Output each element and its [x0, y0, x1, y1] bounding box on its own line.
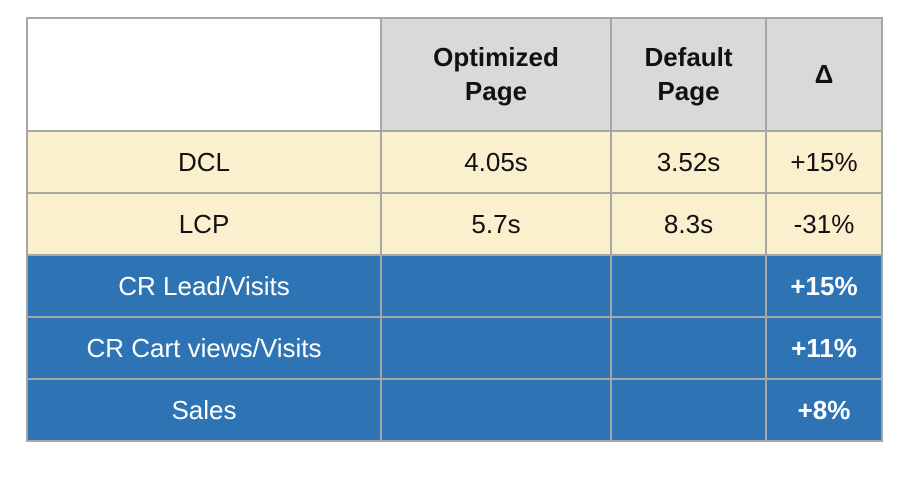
- metrics-comparison-table: Optimized Page Default Page Δ DCL 4.05s …: [26, 17, 883, 442]
- table-row-dcl: DCL 4.05s 3.52s +15%: [26, 130, 883, 194]
- col-header-default-page: Default Page: [610, 17, 767, 132]
- optimized-value-cell: 5.7s: [380, 192, 612, 256]
- corner-cell: [26, 17, 382, 132]
- optimized-value-cell: [380, 254, 612, 318]
- col-header-delta: Δ: [765, 17, 883, 132]
- default-value-cell: [610, 254, 767, 318]
- delta-value-cell: +11%: [765, 316, 883, 380]
- optimized-value-cell: 4.05s: [380, 130, 612, 194]
- default-value-cell: 8.3s: [610, 192, 767, 256]
- optimized-value-cell: [380, 316, 612, 380]
- table-header-row: Optimized Page Default Page Δ: [26, 17, 883, 132]
- table-row-cr-lead-visits: CR Lead/Visits +15%: [26, 254, 883, 318]
- delta-value-cell: -31%: [765, 192, 883, 256]
- table-row-sales: Sales +8%: [26, 378, 883, 442]
- optimized-value-cell: [380, 378, 612, 442]
- row-label-cell: LCP: [26, 192, 382, 256]
- delta-value-cell: +15%: [765, 254, 883, 318]
- default-value-cell: [610, 316, 767, 380]
- row-label-cell: Sales: [26, 378, 382, 442]
- col-header-optimized-page-label: Optimized Page: [433, 41, 559, 106]
- col-header-delta-label: Δ: [814, 58, 834, 89]
- col-header-optimized-page: Optimized Page: [380, 17, 612, 132]
- delta-value-cell: +15%: [765, 130, 883, 194]
- row-label-cell: CR Cart views/Visits: [26, 316, 382, 380]
- table-row-lcp: LCP 5.7s 8.3s -31%: [26, 192, 883, 256]
- col-header-default-page-label: Default Page: [644, 41, 733, 106]
- table-row-cr-cart-views-visits: CR Cart views/Visits +11%: [26, 316, 883, 380]
- row-label-cell: DCL: [26, 130, 382, 194]
- row-label-cell: CR Lead/Visits: [26, 254, 382, 318]
- delta-value-cell: +8%: [765, 378, 883, 442]
- default-value-cell: [610, 378, 767, 442]
- default-value-cell: 3.52s: [610, 130, 767, 194]
